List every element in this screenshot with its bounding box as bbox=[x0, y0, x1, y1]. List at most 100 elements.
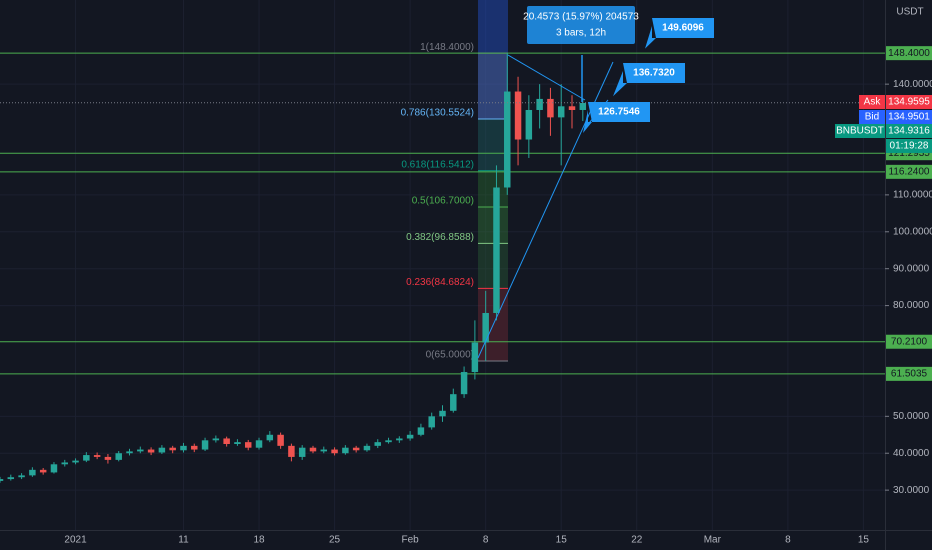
x-tick-label: 8 bbox=[785, 535, 791, 546]
candle-body bbox=[428, 416, 435, 428]
candle-body bbox=[514, 91, 522, 140]
candle-body bbox=[191, 445, 198, 450]
price-tag-name: Ask bbox=[864, 97, 882, 108]
level-tag bbox=[886, 164, 932, 179]
fib-label: 0.5(106.7000) bbox=[412, 196, 474, 207]
fib-label: 0.786(130.5524) bbox=[401, 108, 474, 119]
candle-body bbox=[331, 449, 338, 454]
y-tick-label: 110.0000 bbox=[893, 190, 932, 201]
candle-body bbox=[223, 438, 230, 445]
level-tag-label: 61.5035 bbox=[891, 369, 928, 380]
level-tag-label: 70.2100 bbox=[891, 336, 928, 347]
candle-body bbox=[352, 447, 360, 451]
candle-body bbox=[557, 106, 565, 118]
y-tick-label: 30.0000 bbox=[893, 485, 930, 496]
price-tag-label: 134.9595 bbox=[888, 97, 930, 108]
fib-zone bbox=[478, 119, 508, 171]
fib-zone bbox=[478, 53, 508, 120]
callout bbox=[645, 18, 714, 49]
callout bbox=[613, 63, 685, 97]
level-tag-label: 121.2935 bbox=[888, 148, 930, 159]
candle-body bbox=[374, 442, 381, 446]
price-tag-name-box bbox=[859, 110, 885, 124]
candle-body bbox=[309, 447, 317, 452]
fib-zone bbox=[478, 170, 508, 208]
date-range-highlight bbox=[478, 0, 508, 120]
candle-body bbox=[169, 447, 176, 451]
grid bbox=[0, 0, 885, 530]
callout-label: 126.7546 bbox=[598, 107, 640, 118]
price-tag bbox=[886, 110, 932, 124]
candle-body bbox=[115, 453, 122, 460]
y-tick-label: 50.0000 bbox=[893, 411, 930, 422]
x-tick-label: 22 bbox=[631, 535, 643, 546]
candle-body bbox=[504, 91, 511, 188]
level-tag-label: 116.2400 bbox=[889, 166, 930, 177]
candle-body bbox=[201, 440, 209, 450]
measure-text: 3 bars, 12h bbox=[556, 28, 606, 39]
countdown: 01:19:28 bbox=[890, 141, 929, 152]
fib-label: 0.618(116.5412) bbox=[401, 159, 474, 170]
candle-body bbox=[471, 342, 479, 373]
candle-body bbox=[493, 187, 500, 313]
candle-body bbox=[342, 447, 349, 454]
candle-body bbox=[482, 312, 489, 343]
measure-box bbox=[527, 6, 635, 44]
candle-body bbox=[298, 447, 306, 457]
candle-body bbox=[450, 394, 457, 411]
candle-body bbox=[93, 455, 101, 457]
x-tick-label: Mar bbox=[704, 535, 722, 546]
y-tick-label: 80.0000 bbox=[893, 300, 930, 311]
candle-body bbox=[104, 456, 112, 460]
candle-body bbox=[29, 469, 36, 476]
candle-body bbox=[439, 410, 446, 417]
x-tick-label: 15 bbox=[858, 535, 870, 546]
candle-body bbox=[72, 460, 79, 463]
y-tick-label: 100.0000 bbox=[893, 226, 932, 237]
candle-body bbox=[147, 449, 155, 453]
candle-body bbox=[0, 479, 4, 481]
candle-body bbox=[288, 445, 295, 457]
x-tick-label: Feb bbox=[402, 535, 420, 546]
callout-label: 136.7320 bbox=[633, 68, 675, 79]
fib-label: 0.236(84.6824) bbox=[406, 277, 474, 288]
candle-body bbox=[255, 440, 263, 448]
y-tick-label: 140.0000 bbox=[893, 79, 932, 90]
candle-body bbox=[61, 462, 68, 465]
candle-body bbox=[417, 427, 425, 435]
candle-body bbox=[39, 469, 47, 473]
candle-body bbox=[7, 477, 15, 480]
measure-text: 20.4573 (15.97%) 204573 bbox=[523, 12, 639, 23]
price-tag-name-box bbox=[835, 124, 885, 138]
level-tag bbox=[886, 366, 932, 381]
candle-body bbox=[180, 445, 187, 451]
candle-body bbox=[396, 438, 403, 441]
candle-body bbox=[547, 98, 554, 118]
fib-zone bbox=[478, 243, 508, 289]
y-tick-label: 90.0000 bbox=[893, 263, 930, 274]
candle-body bbox=[363, 445, 371, 451]
price-tag bbox=[886, 95, 932, 109]
candle-body bbox=[50, 464, 58, 473]
level-tag bbox=[886, 46, 932, 61]
price-tag-label: 134.9501 bbox=[888, 112, 930, 123]
candle-body bbox=[234, 442, 241, 445]
candle-body bbox=[536, 98, 543, 110]
candle-body bbox=[83, 455, 90, 461]
countdown-box bbox=[886, 139, 932, 153]
level-tag bbox=[886, 334, 932, 349]
candle-body bbox=[244, 442, 252, 448]
x-tick-label: 8 bbox=[483, 535, 489, 546]
callout-label: 149.6096 bbox=[662, 23, 704, 34]
x-tick-label: 2021 bbox=[64, 535, 87, 546]
candle-body bbox=[525, 109, 533, 140]
fib-zone bbox=[478, 207, 508, 244]
candle-body bbox=[385, 440, 392, 443]
price-tag-name-box bbox=[859, 95, 885, 109]
price-tag bbox=[886, 124, 932, 138]
x-tick-label: 15 bbox=[556, 535, 568, 546]
candle-body bbox=[137, 449, 144, 452]
candle-body bbox=[266, 434, 274, 441]
